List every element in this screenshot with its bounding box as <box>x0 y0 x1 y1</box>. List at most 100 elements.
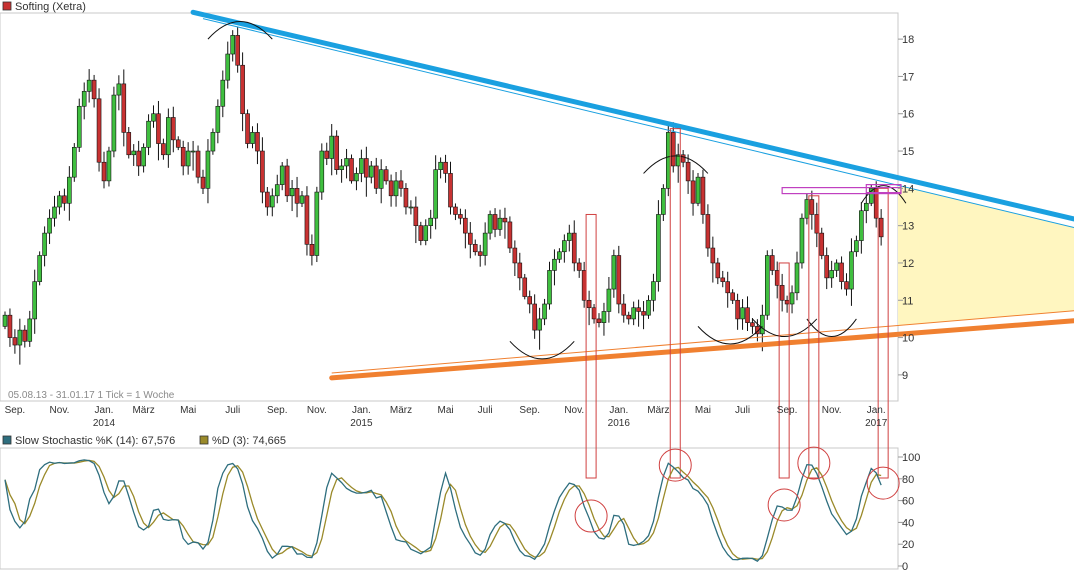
candle-body <box>863 202 869 212</box>
candle-body <box>190 150 196 153</box>
candle-body <box>562 240 567 253</box>
x-axis-label: Sep. <box>777 405 798 416</box>
candle-body <box>547 270 552 305</box>
signal-marker-box <box>808 195 820 479</box>
candle-body <box>641 311 646 316</box>
candle-body <box>205 150 211 189</box>
candle-body <box>91 79 97 100</box>
candle-body <box>760 314 765 335</box>
candle-body <box>398 180 404 189</box>
candle-body <box>814 214 820 234</box>
x-axis-label: Sep. <box>5 405 26 416</box>
candle-body <box>72 147 77 178</box>
candle-body <box>542 303 547 320</box>
candle-body <box>22 329 28 342</box>
candle-body <box>17 329 23 346</box>
candle-body <box>804 199 810 219</box>
candle-body <box>576 262 582 271</box>
candle-body <box>161 143 166 156</box>
candle-body <box>680 154 686 163</box>
candle-body <box>240 64 245 115</box>
candle-body <box>359 158 364 174</box>
candle-body <box>418 225 424 241</box>
candle-body <box>101 161 107 182</box>
candle-body <box>185 150 191 167</box>
price-axis-label: 9 <box>902 370 908 382</box>
candle-body <box>611 255 617 290</box>
candle-body <box>156 113 161 144</box>
candle-body <box>571 232 577 264</box>
candle-body <box>136 150 141 167</box>
candle-body <box>329 135 335 159</box>
candle-body <box>854 240 859 253</box>
chart-title: Softing (Xetra) <box>15 1 86 13</box>
candle-body <box>601 311 607 323</box>
candle-body <box>844 281 849 290</box>
top-arc <box>207 21 273 40</box>
price-axis-label: 18 <box>902 34 914 46</box>
candle-body <box>304 195 310 245</box>
candle-body <box>606 288 612 312</box>
candle-body <box>349 158 354 182</box>
candle-body <box>532 303 537 331</box>
candle-body <box>695 176 701 204</box>
period-info: 05.08.13 - 31.01.17 1 Tick = 1 Woche <box>8 390 175 401</box>
x-axis-label: Jan. <box>867 405 886 416</box>
candle-body <box>373 165 379 189</box>
candle-body <box>289 188 295 197</box>
candle-body <box>497 217 503 230</box>
candle-body <box>824 255 830 279</box>
x-axis-label: Juli <box>478 405 493 416</box>
candle-body <box>146 120 151 148</box>
x-axis-label: Jan. <box>95 405 114 416</box>
candle-body <box>255 132 260 152</box>
stoch-axis-label: 80 <box>902 474 914 486</box>
candle-body <box>106 150 112 182</box>
candle-body <box>566 232 572 241</box>
price-axis-label: 13 <box>902 221 914 233</box>
candle-body <box>368 165 374 178</box>
candle-body <box>859 210 864 241</box>
candle-body <box>274 184 280 197</box>
candle-body <box>265 191 270 208</box>
candle-body <box>517 262 523 279</box>
candle-body <box>586 299 592 309</box>
candle-body <box>527 296 533 305</box>
top-arc <box>643 155 709 174</box>
candle-body <box>388 180 394 197</box>
stoch-k-legend: Slow Stochastic %K (14): 67,576 <box>15 435 175 447</box>
candle-body <box>700 176 706 215</box>
candle-body <box>482 232 488 256</box>
candle-body <box>581 270 587 301</box>
candle-body <box>839 262 844 282</box>
support-trendline-thin <box>331 310 1074 374</box>
bottom-arc <box>697 326 763 345</box>
stoch-d-line <box>4 459 882 560</box>
signal-marker-box <box>778 262 790 479</box>
stochastic-panel <box>0 447 899 570</box>
candle-body <box>735 299 740 320</box>
stoch-d-legend-swatch <box>199 435 209 445</box>
candle-body <box>393 180 399 197</box>
x-axis-label: Nov. <box>50 405 70 416</box>
stoch-k-line <box>4 459 882 563</box>
stoch-peak-circle <box>797 446 831 480</box>
candle-body <box>715 262 721 279</box>
candle-body <box>537 318 542 331</box>
candle-body <box>131 150 136 156</box>
candle-body <box>878 217 884 238</box>
candle-body <box>868 188 874 204</box>
stoch-axis-label: 60 <box>902 496 914 508</box>
x-axis-label: Mai <box>180 405 196 416</box>
candle-body <box>656 214 661 282</box>
x-axis-label: Jan. <box>352 405 371 416</box>
x-axis-label: Jan. <box>609 405 628 416</box>
candle-body <box>245 113 250 144</box>
candle-body <box>126 132 132 156</box>
candle-body <box>799 217 805 264</box>
candle-body <box>472 244 478 253</box>
signal-marker-box <box>585 213 597 479</box>
x-axis-year-label: 2016 <box>608 418 631 429</box>
x-axis-year-label: 2017 <box>865 418 888 429</box>
candle-body <box>230 35 235 55</box>
